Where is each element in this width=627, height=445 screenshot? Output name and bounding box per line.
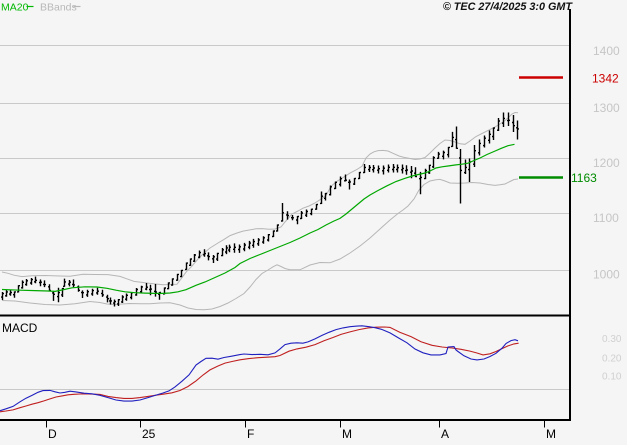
svg-text:M: M	[546, 427, 556, 440]
svg-text:F: F	[247, 427, 254, 440]
svg-text:1163: 1163	[571, 171, 597, 185]
svg-text:1342: 1342	[592, 71, 619, 85]
svg-text:M: M	[342, 427, 352, 440]
svg-text:25: 25	[142, 427, 156, 440]
svg-text:1200: 1200	[593, 156, 620, 170]
svg-text:MACD: MACD	[2, 321, 38, 335]
svg-text:0.10: 0.10	[602, 372, 622, 383]
svg-text:A: A	[441, 427, 449, 440]
svg-text:0.20: 0.20	[602, 353, 622, 364]
svg-text:1100: 1100	[593, 211, 619, 225]
svg-text:1300: 1300	[593, 101, 620, 115]
svg-text:1400: 1400	[593, 44, 620, 58]
svg-text:MA20: MA20	[1, 2, 29, 14]
svg-text:BBands: BBands	[40, 2, 77, 14]
svg-text:0.30: 0.30	[602, 334, 622, 345]
svg-text:D: D	[48, 427, 57, 440]
svg-text:1000: 1000	[593, 267, 620, 281]
svg-text:© TEC 27/4/2025 3:0 GMT: © TEC 27/4/2025 3:0 GMT	[443, 1, 574, 13]
